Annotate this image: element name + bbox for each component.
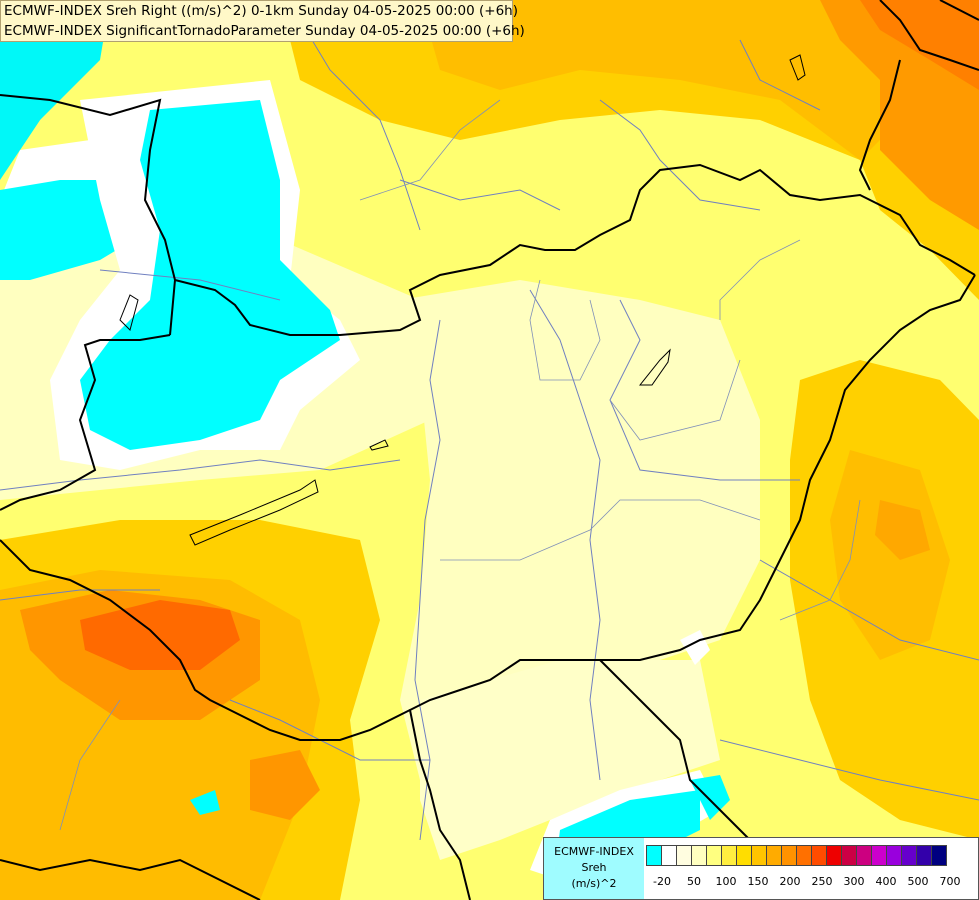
legend-tick-label: 150	[747, 875, 769, 888]
dark-orange-northeast-inner	[860, 0, 979, 90]
cyan-northwest-strip	[0, 0, 110, 180]
legend-variable: Sreh	[581, 861, 607, 874]
legend-tick-label: -20	[653, 875, 671, 888]
pale-region-south	[420, 660, 720, 860]
legend-swatch	[826, 845, 842, 866]
legend-tick-label: 500	[907, 875, 929, 888]
legend-tick-label: 50	[687, 875, 701, 888]
legend-tick-label: 700	[939, 875, 961, 888]
legend-swatch	[811, 845, 827, 866]
legend-swatch	[706, 845, 722, 866]
legend-tick-label: 300	[843, 875, 865, 888]
orange-north-inner	[420, 0, 940, 160]
legend-swatch	[661, 845, 677, 866]
legend-swatch	[676, 845, 692, 866]
legend-swatch	[751, 845, 767, 866]
legend-swatch	[901, 845, 917, 866]
title-line-2: ECMWF-INDEX SignificantTornadoParameter …	[4, 23, 525, 39]
legend-label: ECMWF-INDEX Sreh (m/s)^2	[544, 838, 644, 899]
legend-source: ECMWF-INDEX	[554, 845, 634, 858]
legend-swatch	[871, 845, 887, 866]
legend-ticks: -20 50 100 150 200 250 300 400 500 700	[646, 875, 976, 891]
legend-swatches	[646, 845, 947, 866]
title-line-1: ECMWF-INDEX Sreh Right ((m/s)^2) 0-1km S…	[4, 3, 518, 19]
legend-swatch	[721, 845, 737, 866]
legend-tick-label: 200	[779, 875, 801, 888]
legend-swatch	[691, 845, 707, 866]
map-title: ECMWF-INDEX Sreh Right ((m/s)^2) 0-1km S…	[0, 0, 525, 42]
orange-south-spot	[250, 750, 320, 820]
lakes	[119, 54, 806, 546]
legend-swatch	[841, 845, 857, 866]
orange-east-spot	[875, 500, 930, 560]
legend-swatch	[886, 845, 902, 866]
color-legend: ECMWF-INDEX Sreh (m/s)^2 -20 50 100 150 200 2…	[543, 837, 979, 900]
legend-tick-label: 100	[715, 875, 737, 888]
legend-unit: (m/s)^2	[571, 877, 617, 890]
legend-swatch	[646, 845, 662, 866]
admin-boundaries	[59, 99, 861, 831]
legend-swatch	[736, 845, 752, 866]
legend-swatch	[931, 845, 947, 866]
legend-swatch	[766, 845, 782, 866]
legend-tick-label: 400	[875, 875, 897, 888]
legend-swatch	[916, 845, 932, 866]
cyan-central	[80, 100, 340, 450]
cyan-south-small	[190, 790, 220, 815]
legend-swatch	[856, 845, 872, 866]
legend-tick-label: 250	[811, 875, 833, 888]
legend-swatch	[796, 845, 812, 866]
red-orange-core	[80, 600, 240, 670]
legend-swatch	[781, 845, 797, 866]
orange-east-inner	[830, 450, 950, 660]
